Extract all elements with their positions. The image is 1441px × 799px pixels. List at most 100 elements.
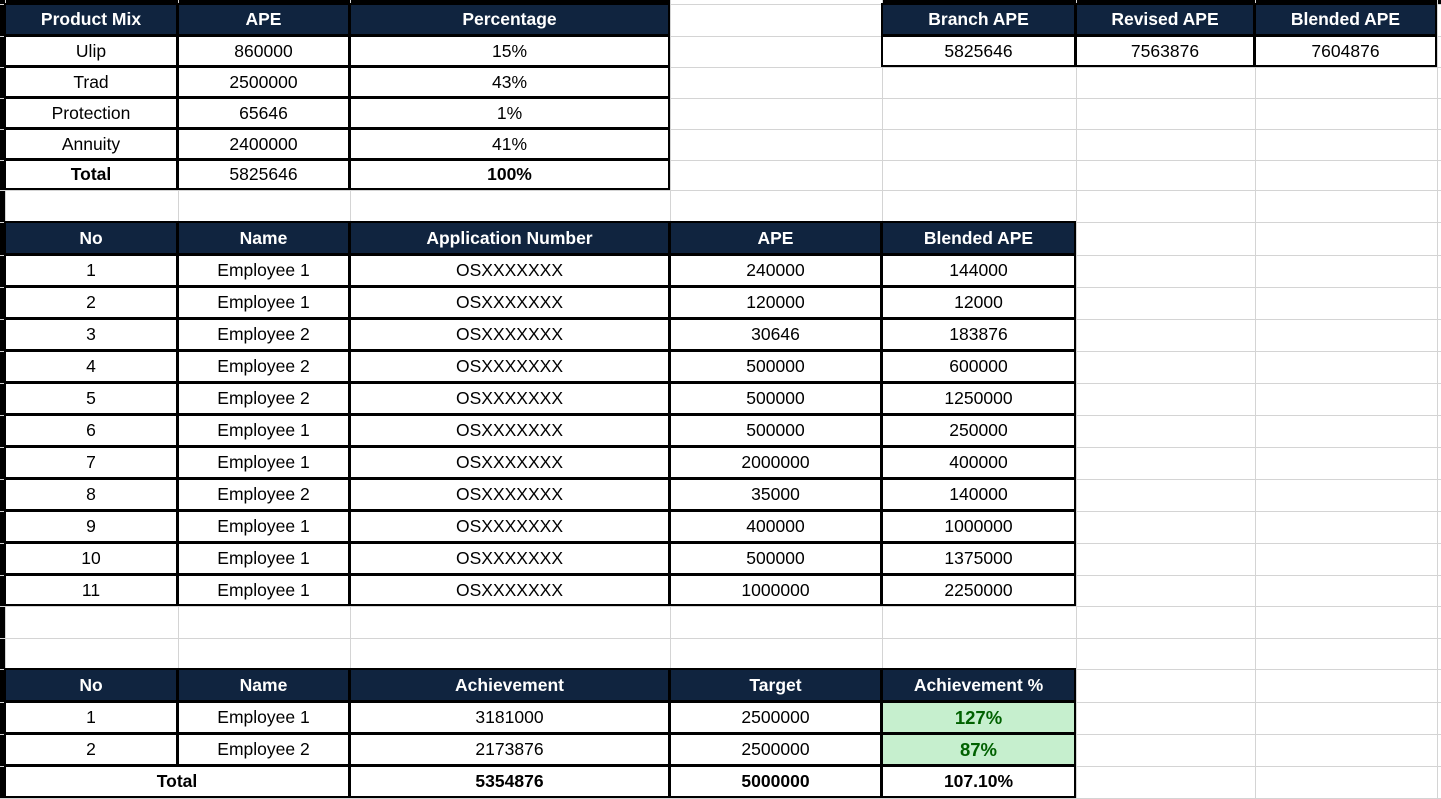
applications-cell[interactable]: OSXXXXXXX bbox=[349, 254, 670, 287]
applications-cell[interactable]: 600000 bbox=[881, 350, 1076, 383]
applications-cell[interactable]: 120000 bbox=[669, 286, 882, 319]
applications-cell[interactable]: 11 bbox=[4, 574, 178, 606]
achievement-cell[interactable]: 2500000 bbox=[669, 701, 882, 734]
applications-cell[interactable]: 500000 bbox=[669, 382, 882, 415]
applications-cell[interactable]: 2250000 bbox=[881, 574, 1076, 606]
applications-cell[interactable]: OSXXXXXXX bbox=[349, 350, 670, 383]
applications-cell[interactable]: OSXXXXXXX bbox=[349, 478, 670, 511]
applications-cell[interactable]: 1000000 bbox=[669, 574, 882, 606]
applications-header-cell[interactable]: No bbox=[4, 221, 178, 255]
achievement-cell[interactable]: 3181000 bbox=[349, 701, 670, 734]
achievement-header-cell[interactable]: Name bbox=[177, 668, 350, 702]
applications-cell[interactable]: 4 bbox=[4, 350, 178, 383]
product-mix-cell[interactable]: Trad bbox=[4, 66, 178, 98]
applications-cell[interactable]: 1 bbox=[4, 254, 178, 287]
product-mix-cell[interactable]: 15% bbox=[349, 35, 670, 67]
applications-cell[interactable]: 500000 bbox=[669, 542, 882, 575]
applications-cell[interactable]: 30646 bbox=[669, 318, 882, 351]
applications-cell[interactable]: 35000 bbox=[669, 478, 882, 511]
applications-cell[interactable]: Employee 1 bbox=[177, 446, 350, 479]
applications-cell[interactable]: OSXXXXXXX bbox=[349, 382, 670, 415]
achievement-header-cell[interactable]: Achievement bbox=[349, 668, 670, 702]
achievement-header-cell[interactable]: Achievement % bbox=[881, 668, 1076, 702]
achievement-total-cell[interactable]: 5354876 bbox=[349, 765, 670, 798]
applications-cell[interactable]: 2000000 bbox=[669, 446, 882, 479]
product-mix-header-cell[interactable]: APE bbox=[177, 3, 350, 36]
applications-cell[interactable]: Employee 1 bbox=[177, 510, 350, 543]
summary-header-cell[interactable]: Blended APE bbox=[1254, 3, 1437, 36]
product-mix-header-cell[interactable]: Percentage bbox=[349, 3, 670, 36]
applications-cell[interactable]: OSXXXXXXX bbox=[349, 510, 670, 543]
summary-header-cell[interactable]: Revised APE bbox=[1075, 3, 1255, 36]
product-mix-cell[interactable]: 2400000 bbox=[177, 128, 350, 160]
product-mix-header-cell[interactable]: Product Mix bbox=[4, 3, 178, 36]
applications-cell[interactable]: Employee 2 bbox=[177, 382, 350, 415]
achievement-total-cell[interactable]: 5000000 bbox=[669, 765, 882, 798]
product-mix-total-cell[interactable]: Total bbox=[4, 159, 178, 190]
applications-cell[interactable]: 1250000 bbox=[881, 382, 1076, 415]
product-mix-cell[interactable]: Annuity bbox=[4, 128, 178, 160]
applications-cell[interactable]: Employee 1 bbox=[177, 542, 350, 575]
applications-cell[interactable]: 240000 bbox=[669, 254, 882, 287]
applications-cell[interactable]: 500000 bbox=[669, 350, 882, 383]
applications-cell[interactable]: 1375000 bbox=[881, 542, 1076, 575]
applications-cell[interactable]: Employee 1 bbox=[177, 254, 350, 287]
summary-value-cell[interactable]: 7604876 bbox=[1254, 35, 1437, 67]
applications-cell[interactable]: 500000 bbox=[669, 414, 882, 447]
summary-value-cell[interactable]: 5825646 bbox=[881, 35, 1076, 67]
applications-cell[interactable]: 400000 bbox=[669, 510, 882, 543]
applications-cell[interactable]: 144000 bbox=[881, 254, 1076, 287]
applications-cell[interactable]: 7 bbox=[4, 446, 178, 479]
applications-cell[interactable]: OSXXXXXXX bbox=[349, 414, 670, 447]
achievement-cell[interactable]: Employee 1 bbox=[177, 701, 350, 734]
applications-cell[interactable]: Employee 2 bbox=[177, 318, 350, 351]
applications-cell[interactable]: 10 bbox=[4, 542, 178, 575]
product-mix-cell[interactable]: 41% bbox=[349, 128, 670, 160]
achievement-cell[interactable]: 2 bbox=[4, 733, 178, 766]
applications-cell[interactable]: OSXXXXXXX bbox=[349, 318, 670, 351]
applications-cell[interactable]: 250000 bbox=[881, 414, 1076, 447]
applications-cell[interactable]: 9 bbox=[4, 510, 178, 543]
applications-cell[interactable]: 5 bbox=[4, 382, 178, 415]
applications-cell[interactable]: 183876 bbox=[881, 318, 1076, 351]
achievement-total-label[interactable]: Total bbox=[4, 765, 350, 798]
applications-header-cell[interactable]: Blended APE bbox=[881, 221, 1076, 255]
product-mix-cell[interactable]: 43% bbox=[349, 66, 670, 98]
achievement-cell[interactable]: 87% bbox=[881, 733, 1076, 766]
applications-cell[interactable]: Employee 1 bbox=[177, 286, 350, 319]
applications-cell[interactable]: OSXXXXXXX bbox=[349, 286, 670, 319]
product-mix-cell[interactable]: Ulip bbox=[4, 35, 178, 67]
applications-cell[interactable]: 140000 bbox=[881, 478, 1076, 511]
achievement-cell[interactable]: 127% bbox=[881, 701, 1076, 734]
product-mix-cell[interactable]: 860000 bbox=[177, 35, 350, 67]
product-mix-total-cell[interactable]: 100% bbox=[349, 159, 670, 190]
achievement-header-cell[interactable]: Target bbox=[669, 668, 882, 702]
applications-cell[interactable]: 8 bbox=[4, 478, 178, 511]
applications-cell[interactable]: 2 bbox=[4, 286, 178, 319]
applications-cell[interactable]: Employee 2 bbox=[177, 350, 350, 383]
product-mix-cell[interactable]: 65646 bbox=[177, 97, 350, 129]
applications-cell[interactable]: 12000 bbox=[881, 286, 1076, 319]
applications-header-cell[interactable]: APE bbox=[669, 221, 882, 255]
achievement-header-cell[interactable]: No bbox=[4, 668, 178, 702]
applications-header-cell[interactable]: Name bbox=[177, 221, 350, 255]
applications-cell[interactable]: Employee 2 bbox=[177, 478, 350, 511]
applications-cell[interactable]: 3 bbox=[4, 318, 178, 351]
applications-cell[interactable]: Employee 1 bbox=[177, 414, 350, 447]
achievement-cell[interactable]: 2500000 bbox=[669, 733, 882, 766]
achievement-cell[interactable]: 1 bbox=[4, 701, 178, 734]
achievement-cell[interactable]: Employee 2 bbox=[177, 733, 350, 766]
applications-header-cell[interactable]: Application Number bbox=[349, 221, 670, 255]
applications-cell[interactable]: OSXXXXXXX bbox=[349, 574, 670, 606]
product-mix-cell[interactable]: 1% bbox=[349, 97, 670, 129]
product-mix-total-cell[interactable]: 5825646 bbox=[177, 159, 350, 190]
applications-cell[interactable]: 400000 bbox=[881, 446, 1076, 479]
summary-header-cell[interactable]: Branch APE bbox=[881, 3, 1076, 36]
applications-cell[interactable]: OSXXXXXXX bbox=[349, 542, 670, 575]
applications-cell[interactable]: 1000000 bbox=[881, 510, 1076, 543]
applications-cell[interactable]: OSXXXXXXX bbox=[349, 446, 670, 479]
summary-value-cell[interactable]: 7563876 bbox=[1075, 35, 1255, 67]
achievement-cell[interactable]: 2173876 bbox=[349, 733, 670, 766]
product-mix-cell[interactable]: Protection bbox=[4, 97, 178, 129]
